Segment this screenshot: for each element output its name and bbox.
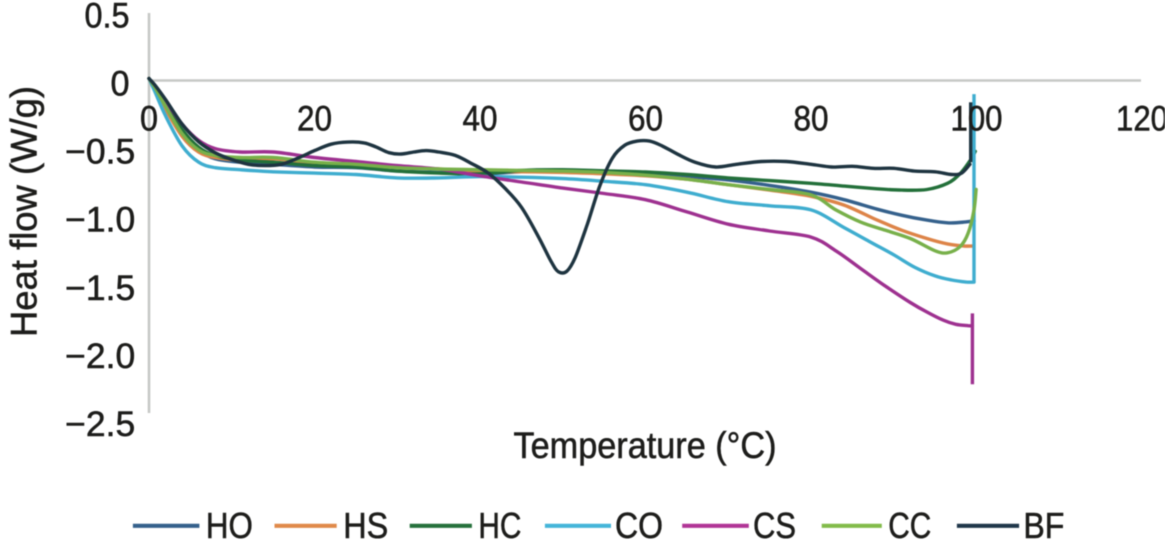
svg-text:−0.5: −0.5 [65, 133, 135, 172]
svg-text:20: 20 [297, 100, 332, 139]
svg-text:0: 0 [111, 65, 130, 104]
svg-text:HS: HS [343, 505, 388, 546]
svg-text:40: 40 [463, 100, 498, 139]
svg-text:100: 100 [951, 100, 1003, 139]
svg-text:−2.0: −2.0 [65, 337, 135, 376]
svg-text:−1.5: −1.5 [65, 269, 135, 308]
svg-text:0.5: 0.5 [85, 0, 130, 35]
svg-text:0: 0 [140, 100, 158, 139]
svg-text:120: 120 [1116, 100, 1165, 139]
svg-text:80: 80 [794, 100, 829, 139]
svg-text:CC: CC [888, 505, 931, 546]
svg-text:HO: HO [206, 505, 253, 546]
svg-text:−2.5: −2.5 [65, 405, 135, 444]
svg-text:BF: BF [1023, 505, 1064, 546]
svg-text:CO: CO [615, 505, 663, 546]
svg-text:HC: HC [478, 505, 521, 546]
svg-text:−1.0: −1.0 [65, 201, 135, 240]
svg-text:CS: CS [753, 505, 796, 546]
svg-text:60: 60 [628, 100, 663, 139]
svg-text:Temperature (°C): Temperature (°C) [514, 425, 777, 466]
svg-text:Heat flow (W/g): Heat flow (W/g) [4, 86, 45, 337]
